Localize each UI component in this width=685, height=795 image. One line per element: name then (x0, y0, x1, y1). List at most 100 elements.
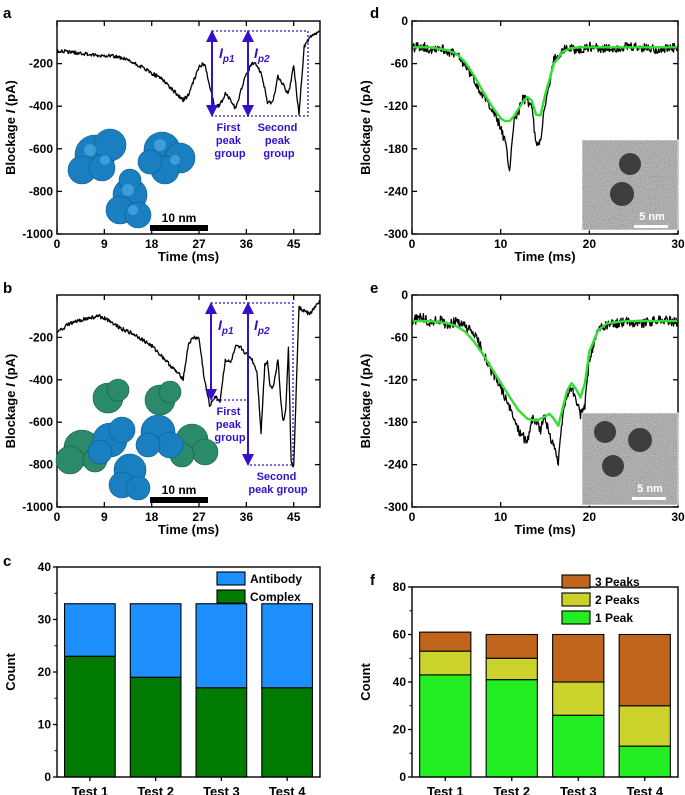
bar-3-peaks-f (485, 633, 538, 659)
x-tick-label-d: 20 (583, 237, 597, 251)
y-axis-label-e: Blockage I (pA) (358, 354, 373, 449)
first-peak-group-box-a (211, 30, 249, 117)
legend-label-3-peaks-f: 3 Peaks (595, 575, 640, 589)
x-tick-label-a: 45 (287, 237, 301, 251)
x-axis-label-a: Time (ms) (158, 249, 219, 264)
legend-label-1-peak-f: 1 Peak (595, 611, 633, 625)
plot-frame-a (56, 20, 321, 235)
panel-label-e: e (370, 280, 378, 297)
scale-bar-d (634, 225, 668, 228)
legend-label-complex-c: Complex (250, 590, 301, 604)
bar-3-peaks-f (618, 633, 671, 707)
panel-label-f: f (370, 572, 376, 589)
bar-3-peaks-f (419, 631, 472, 652)
y-tick-label-e: -60 (391, 330, 409, 344)
x-axis-label-d: Time (ms) (514, 249, 575, 264)
y-tick-label-d: -240 (384, 184, 408, 198)
x-tick-label-e: 0 (409, 510, 416, 524)
category-label-c: Test 3 (203, 784, 240, 795)
bar-antibody-c (195, 603, 248, 689)
category-label-c: Test 2 (137, 784, 174, 795)
y-tick-label-b: -400 (29, 373, 53, 387)
x-tick-label-a: 27 (192, 237, 206, 251)
tem-inset-e: 5 nm (581, 412, 679, 506)
y-tick-label-f: 60 (393, 628, 407, 642)
bar-1-peak-f (552, 714, 605, 778)
y-tick-label-c: 30 (38, 613, 52, 627)
x-tick-label-d: 10 (494, 237, 508, 251)
category-label-f: Test 1 (427, 784, 464, 795)
series-trace-e (411, 312, 679, 466)
bar-2-peaks-f (618, 705, 671, 747)
y-tick-label-a: -600 (29, 142, 53, 156)
x-tick-label-e: 30 (671, 510, 685, 524)
y-tick-label-c: 40 (38, 560, 52, 574)
panel-a-annotations: Ip1 Ip2 First peak group Second peak gro… (206, 30, 309, 160)
y-tick-label-f: 80 (393, 580, 407, 594)
scale-bar-b (150, 497, 208, 503)
ip1-label-b: Ip1 (218, 317, 234, 337)
ip1-label-a: Ip1 (219, 45, 235, 65)
first-peak-group-label-b: First peak group (214, 406, 245, 444)
y-tick-label-d: -300 (384, 227, 408, 241)
x-axis-label-b: Time (ms) (158, 522, 219, 537)
panel-label-a: a (3, 5, 12, 22)
panel-label-b: b (3, 280, 12, 297)
legend-swatch-2-peaks-f (561, 592, 591, 607)
y-tick-label-c: 20 (38, 665, 52, 679)
antibody-structure-illustration (67, 128, 196, 229)
bar-3-peaks-f (552, 633, 605, 683)
y-tick-label-c: 0 (44, 770, 51, 784)
scale-bar-a (150, 225, 208, 231)
bar-complex-c (195, 687, 248, 778)
bar-complex-c (129, 676, 182, 778)
x-tick-label-a: 18 (145, 237, 159, 251)
bar-complex-c (64, 655, 116, 778)
x-tick-label-e: 10 (494, 510, 508, 524)
chart-f: Test 1 Test 2 Test 3 Test 4 0 20 40 60 80 Count 3 … (358, 574, 679, 795)
series-trace-b (56, 299, 321, 468)
legend-label-antibody-c: Antibody (250, 572, 302, 586)
y-tick-label-b: -1000 (22, 500, 53, 514)
y-tick-label-e: 0 (401, 288, 408, 302)
bar-2-peaks-f (552, 681, 605, 716)
bar-1-peak-f (485, 679, 538, 778)
y-tick-label-e: -240 (384, 458, 408, 472)
bar-antibody-c (64, 603, 116, 657)
category-label-f: Test 2 (493, 784, 530, 795)
x-tick-label-e: 20 (583, 510, 597, 524)
bar-antibody-c (261, 603, 313, 689)
y-tick-label-f: 0 (399, 770, 406, 784)
y-tick-label-a: -1000 (22, 227, 53, 241)
panel-label-c: c (3, 553, 11, 570)
second-peak-group-label-b: Second peak group (248, 471, 308, 496)
panel-label-d: d (370, 5, 379, 22)
series-trace-a (56, 30, 321, 116)
y-tick-label-b: -200 (29, 330, 53, 344)
scale-bar-label-b: 10 nm (162, 483, 197, 497)
y-tick-label-f: 40 (393, 675, 407, 689)
second-peak-group-label-a: Second peak group (258, 122, 301, 160)
y-tick-label-e: -300 (384, 500, 408, 514)
x-tick-label-d: 30 (671, 237, 685, 251)
x-tick-label-a: 0 (54, 237, 61, 251)
y-tick-label-f: 20 (393, 723, 407, 737)
category-label-c: Test 4 (269, 784, 306, 795)
first-peak-group-box-b (210, 302, 249, 401)
y-axis-label-a: Blockage I (pA) (3, 80, 18, 175)
first-peak-group-label-a: First peak group (214, 122, 245, 160)
y-tick-label-d: -180 (384, 142, 408, 156)
second-peak-group-box-a (247, 30, 309, 117)
y-tick-label-b: -600 (29, 415, 53, 429)
y-axis-label-f: Count (358, 663, 373, 701)
x-axis-label-e: Time (ms) (514, 522, 575, 537)
y-tick-label-a: -400 (29, 99, 53, 113)
legend-swatch-1-peak-f (561, 610, 591, 625)
chart-c: Test 1 Test 2 Test 3 Test 4 0 10 20 30 40 Count An… (3, 560, 321, 795)
series-fit-d (412, 46, 678, 123)
bar-complex-c (261, 687, 313, 778)
y-tick-label-d: -60 (391, 57, 409, 71)
plot-frame-d (411, 20, 679, 235)
